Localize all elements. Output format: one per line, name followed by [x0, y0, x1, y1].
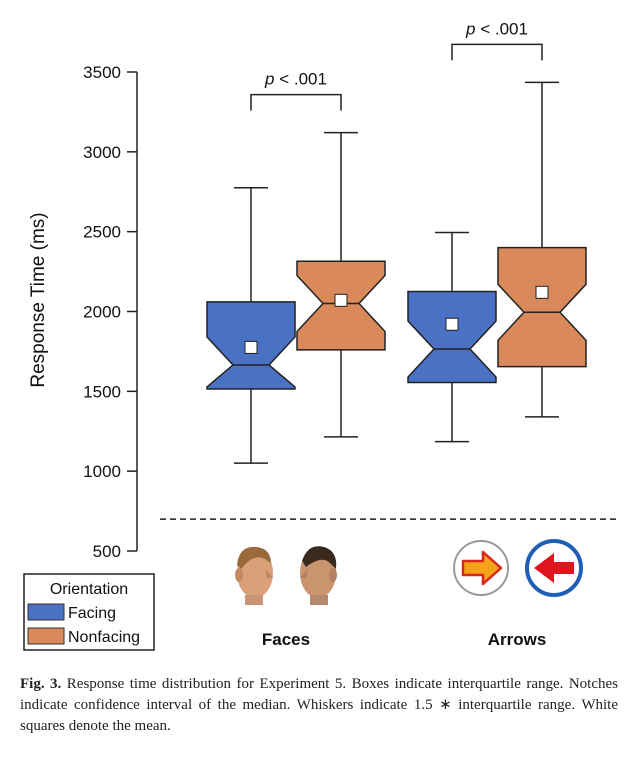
- y-tick-label: 1000: [83, 462, 121, 481]
- facing-face-left-icon: [235, 546, 273, 605]
- y-tick-label: 3500: [83, 63, 121, 82]
- significance-p: p: [264, 70, 274, 89]
- mean-marker: [445, 317, 459, 331]
- legend-swatch-facing: [27, 603, 65, 621]
- arrow-left-icon: [525, 539, 583, 597]
- figure-caption-label: Fig. 3.: [20, 676, 62, 692]
- significance-faces: p < .001: [250, 70, 342, 111]
- legend-label-nonfacing: Nonfacing: [68, 629, 140, 646]
- y-axis: 500 1000 1500 2000 2500 3000 3500: [83, 63, 138, 561]
- mean-marker: [535, 285, 549, 299]
- box-plot-chart: 500 1000 1500 2000 2500 3000 3500 Response Tim…: [23, 19, 620, 651]
- box-facing-faces: [206, 187, 296, 464]
- faces-icon-group: [235, 546, 337, 605]
- mean-marker: [334, 293, 348, 307]
- bracket: [451, 43, 543, 61]
- box-facing-arrows: [407, 231, 497, 443]
- significance-p: p: [465, 19, 475, 38]
- arrow-right-icon: [453, 540, 509, 596]
- y-tick-label: 2500: [83, 223, 121, 242]
- legend-title: Orientation: [50, 581, 128, 598]
- mean-marker: [244, 340, 258, 354]
- significance-label: p < .001: [264, 70, 327, 89]
- y-tick-label: 2000: [83, 303, 121, 322]
- box-nonfacing-faces: [296, 131, 386, 438]
- bracket: [250, 93, 342, 111]
- y-tick-label: 3000: [83, 143, 121, 162]
- y-tick-label: 1500: [83, 382, 121, 401]
- box-body: [497, 246, 587, 368]
- category-label-arrows: Arrows: [488, 630, 547, 649]
- legend: Orientation Facing Nonfacing: [23, 573, 155, 651]
- boxes: [206, 81, 587, 464]
- legend-label-facing: Facing: [68, 605, 116, 622]
- significance-value: < .001: [476, 19, 528, 38]
- significance-value: < .001: [275, 70, 327, 89]
- box-body: [407, 290, 497, 384]
- y-tick-label: 500: [93, 542, 121, 561]
- figure-caption: Fig. 3. Response time distribution for E…: [20, 674, 618, 737]
- arrows-icon-group: [453, 539, 583, 597]
- y-axis-title: Response Time (ms): [28, 212, 49, 387]
- box-nonfacing-arrows: [497, 81, 587, 418]
- legend-swatch-nonfacing: [27, 627, 65, 645]
- category-label-faces: Faces: [262, 630, 310, 649]
- figure-caption-text: Response time distribution for Experimen…: [20, 676, 618, 734]
- significance-arrows: p < .001: [451, 19, 543, 61]
- facing-face-right-icon: [300, 546, 337, 605]
- significance-label: p < .001: [465, 19, 528, 38]
